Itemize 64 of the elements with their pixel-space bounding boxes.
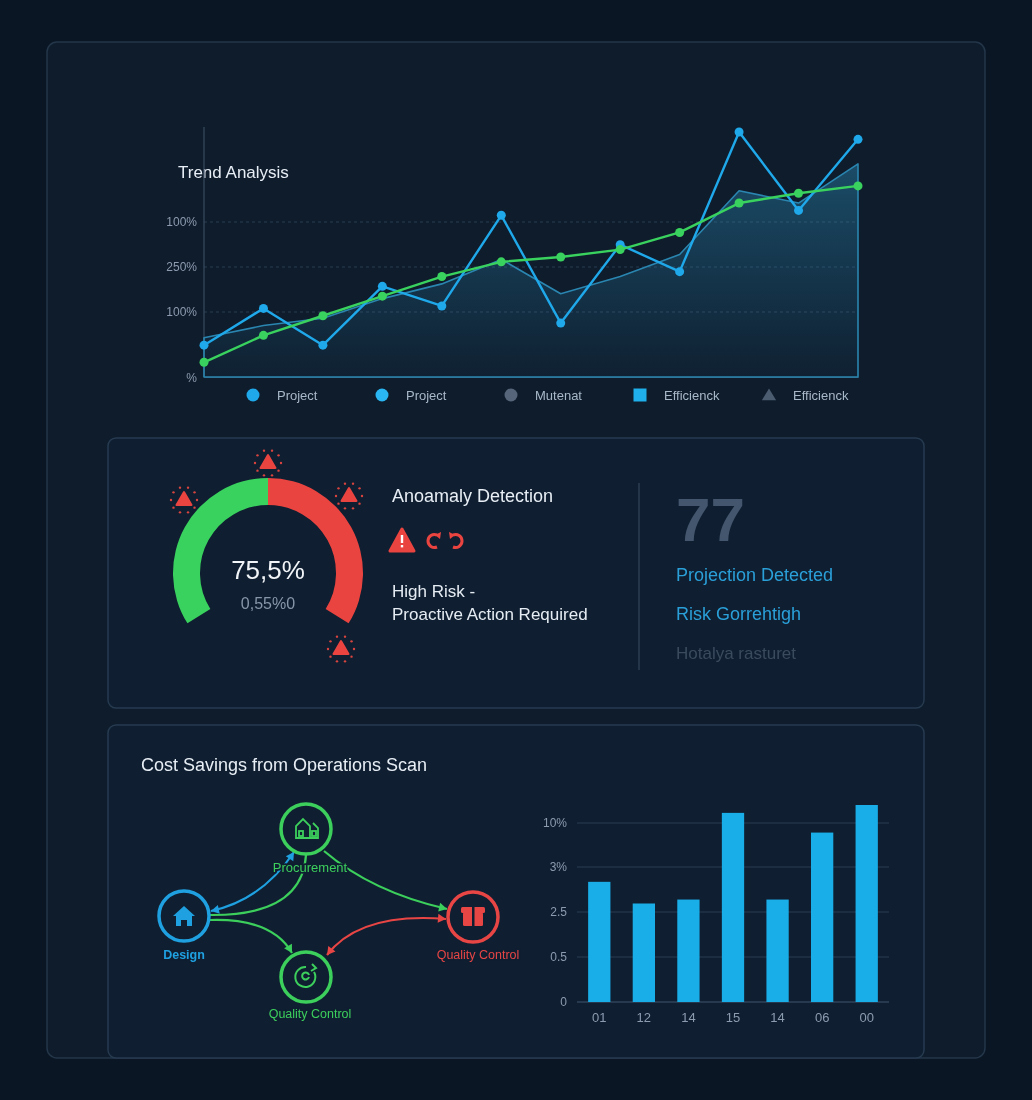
text: 100%	[166, 305, 198, 320]
x-tick-label: 14	[770, 1010, 785, 1025]
bar	[677, 899, 700, 1002]
x-tick-label: 01	[592, 1010, 607, 1025]
text: 2.5	[550, 905, 568, 920]
text: 75,5%	[231, 555, 305, 585]
legend-label: Project	[406, 387, 447, 403]
text: Anoamaly Detection	[392, 486, 554, 506]
legend-label: Efficienck	[793, 387, 849, 403]
x-tick-label: 15	[725, 1010, 741, 1025]
point	[496, 210, 506, 220]
point	[615, 245, 625, 255]
bar	[855, 805, 878, 1002]
point	[556, 318, 566, 328]
text: Design	[163, 948, 205, 962]
point	[318, 311, 328, 321]
bar	[811, 832, 834, 1002]
bar	[721, 812, 745, 1002]
x-tick-label: 06	[814, 1010, 830, 1025]
text: 10%	[542, 816, 568, 831]
legend-label: Efficienck	[664, 387, 720, 403]
text: Quality Control	[436, 948, 520, 962]
point	[734, 127, 744, 137]
text: Risk Gorrehtigh	[676, 604, 802, 624]
point	[199, 340, 209, 350]
x-tick-label: 00	[859, 1010, 874, 1025]
bar	[766, 899, 789, 1002]
x-tick-label: 12	[636, 1010, 652, 1025]
point	[377, 281, 387, 291]
point	[258, 303, 268, 313]
text: 100%	[166, 215, 198, 230]
point	[556, 252, 566, 262]
text: 77	[676, 485, 745, 554]
point	[318, 340, 328, 350]
x-tick-label: 14	[681, 1010, 696, 1025]
text: Cost Savings from Operations Scan	[141, 755, 428, 775]
legend-label: Project	[277, 387, 318, 403]
point	[437, 301, 447, 311]
point	[675, 267, 685, 277]
point	[675, 227, 685, 237]
bar	[632, 903, 655, 1002]
text: Projection Detected	[676, 565, 834, 585]
point	[734, 198, 744, 208]
text: %	[186, 371, 198, 386]
point	[794, 188, 804, 198]
text: 3%	[549, 860, 568, 875]
text: 0,55%0	[240, 595, 296, 612]
legend-label: Mutenat	[535, 387, 583, 403]
text: High Risk -	[392, 582, 476, 601]
text: 0	[560, 995, 568, 1010]
text: Quality Control	[268, 1007, 352, 1021]
point	[437, 272, 447, 282]
point	[377, 291, 387, 301]
point	[258, 330, 268, 340]
point	[496, 257, 506, 267]
bar	[588, 881, 611, 1002]
point	[794, 205, 804, 215]
point	[199, 357, 209, 367]
text: Trend Analysis	[178, 163, 289, 182]
text: Proactive Action Required	[392, 605, 588, 624]
point	[853, 134, 863, 144]
text: 0.5	[550, 950, 568, 965]
point	[853, 181, 863, 191]
text: 250%	[166, 260, 198, 275]
